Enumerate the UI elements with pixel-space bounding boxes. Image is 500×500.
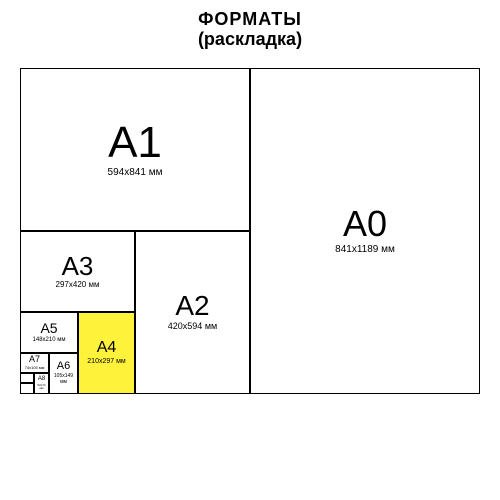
format-cell-a6: A6 105х149 мм xyxy=(49,353,78,394)
format-dimensions: 148х210 мм xyxy=(33,337,66,344)
format-dimensions: 420х594 мм xyxy=(168,322,217,332)
format-dimensions: 74х105 мм xyxy=(25,366,45,370)
format-cell-a4: A4 210х297 мм xyxy=(78,312,135,394)
format-label: A1 xyxy=(108,121,162,165)
format-cell-a3: A3 297х420 мм xyxy=(20,231,135,312)
format-dimensions: 105х149 мм xyxy=(50,374,77,385)
format-cell-a7: A7 74х105 мм xyxy=(20,353,49,373)
format-dimensions: 841х1189 мм xyxy=(335,244,395,255)
format-label: A4 xyxy=(97,340,117,356)
format-label: A0 xyxy=(343,206,387,242)
format-label: A8 xyxy=(38,376,45,382)
format-label: A5 xyxy=(40,321,57,335)
format-dimensions: 297х420 мм xyxy=(56,281,100,290)
format-cell-a8: A8 52х74 мм xyxy=(34,373,49,394)
format-cell-a10 xyxy=(20,383,34,394)
format-cell-a0: A0 841х1189 мм xyxy=(250,68,480,394)
format-dimensions: 594х841 мм xyxy=(108,167,163,178)
title-line-1: ФОРМАТЫ xyxy=(0,10,500,30)
format-cell-a5: A5 148х210 мм xyxy=(20,312,78,353)
format-label: A3 xyxy=(62,253,94,279)
paper-format-diagram: A0 841х1189 мм A1 594х841 мм A2 420х594 мм A3 2… xyxy=(20,68,480,394)
format-label: A6 xyxy=(57,361,70,372)
format-cell-a9 xyxy=(20,373,34,383)
title-line-2: (раскладка) xyxy=(0,30,500,50)
format-dimensions: 52х74 мм xyxy=(35,384,48,391)
format-cell-a1: A1 594х841 мм xyxy=(20,68,250,231)
title-block: ФОРМАТЫ (раскладка) xyxy=(0,0,500,50)
format-dimensions: 210х297 мм xyxy=(87,358,125,366)
format-label: A7 xyxy=(29,355,40,364)
format-cell-a2: A2 420х594 мм xyxy=(135,231,250,394)
format-label: A2 xyxy=(175,292,209,320)
